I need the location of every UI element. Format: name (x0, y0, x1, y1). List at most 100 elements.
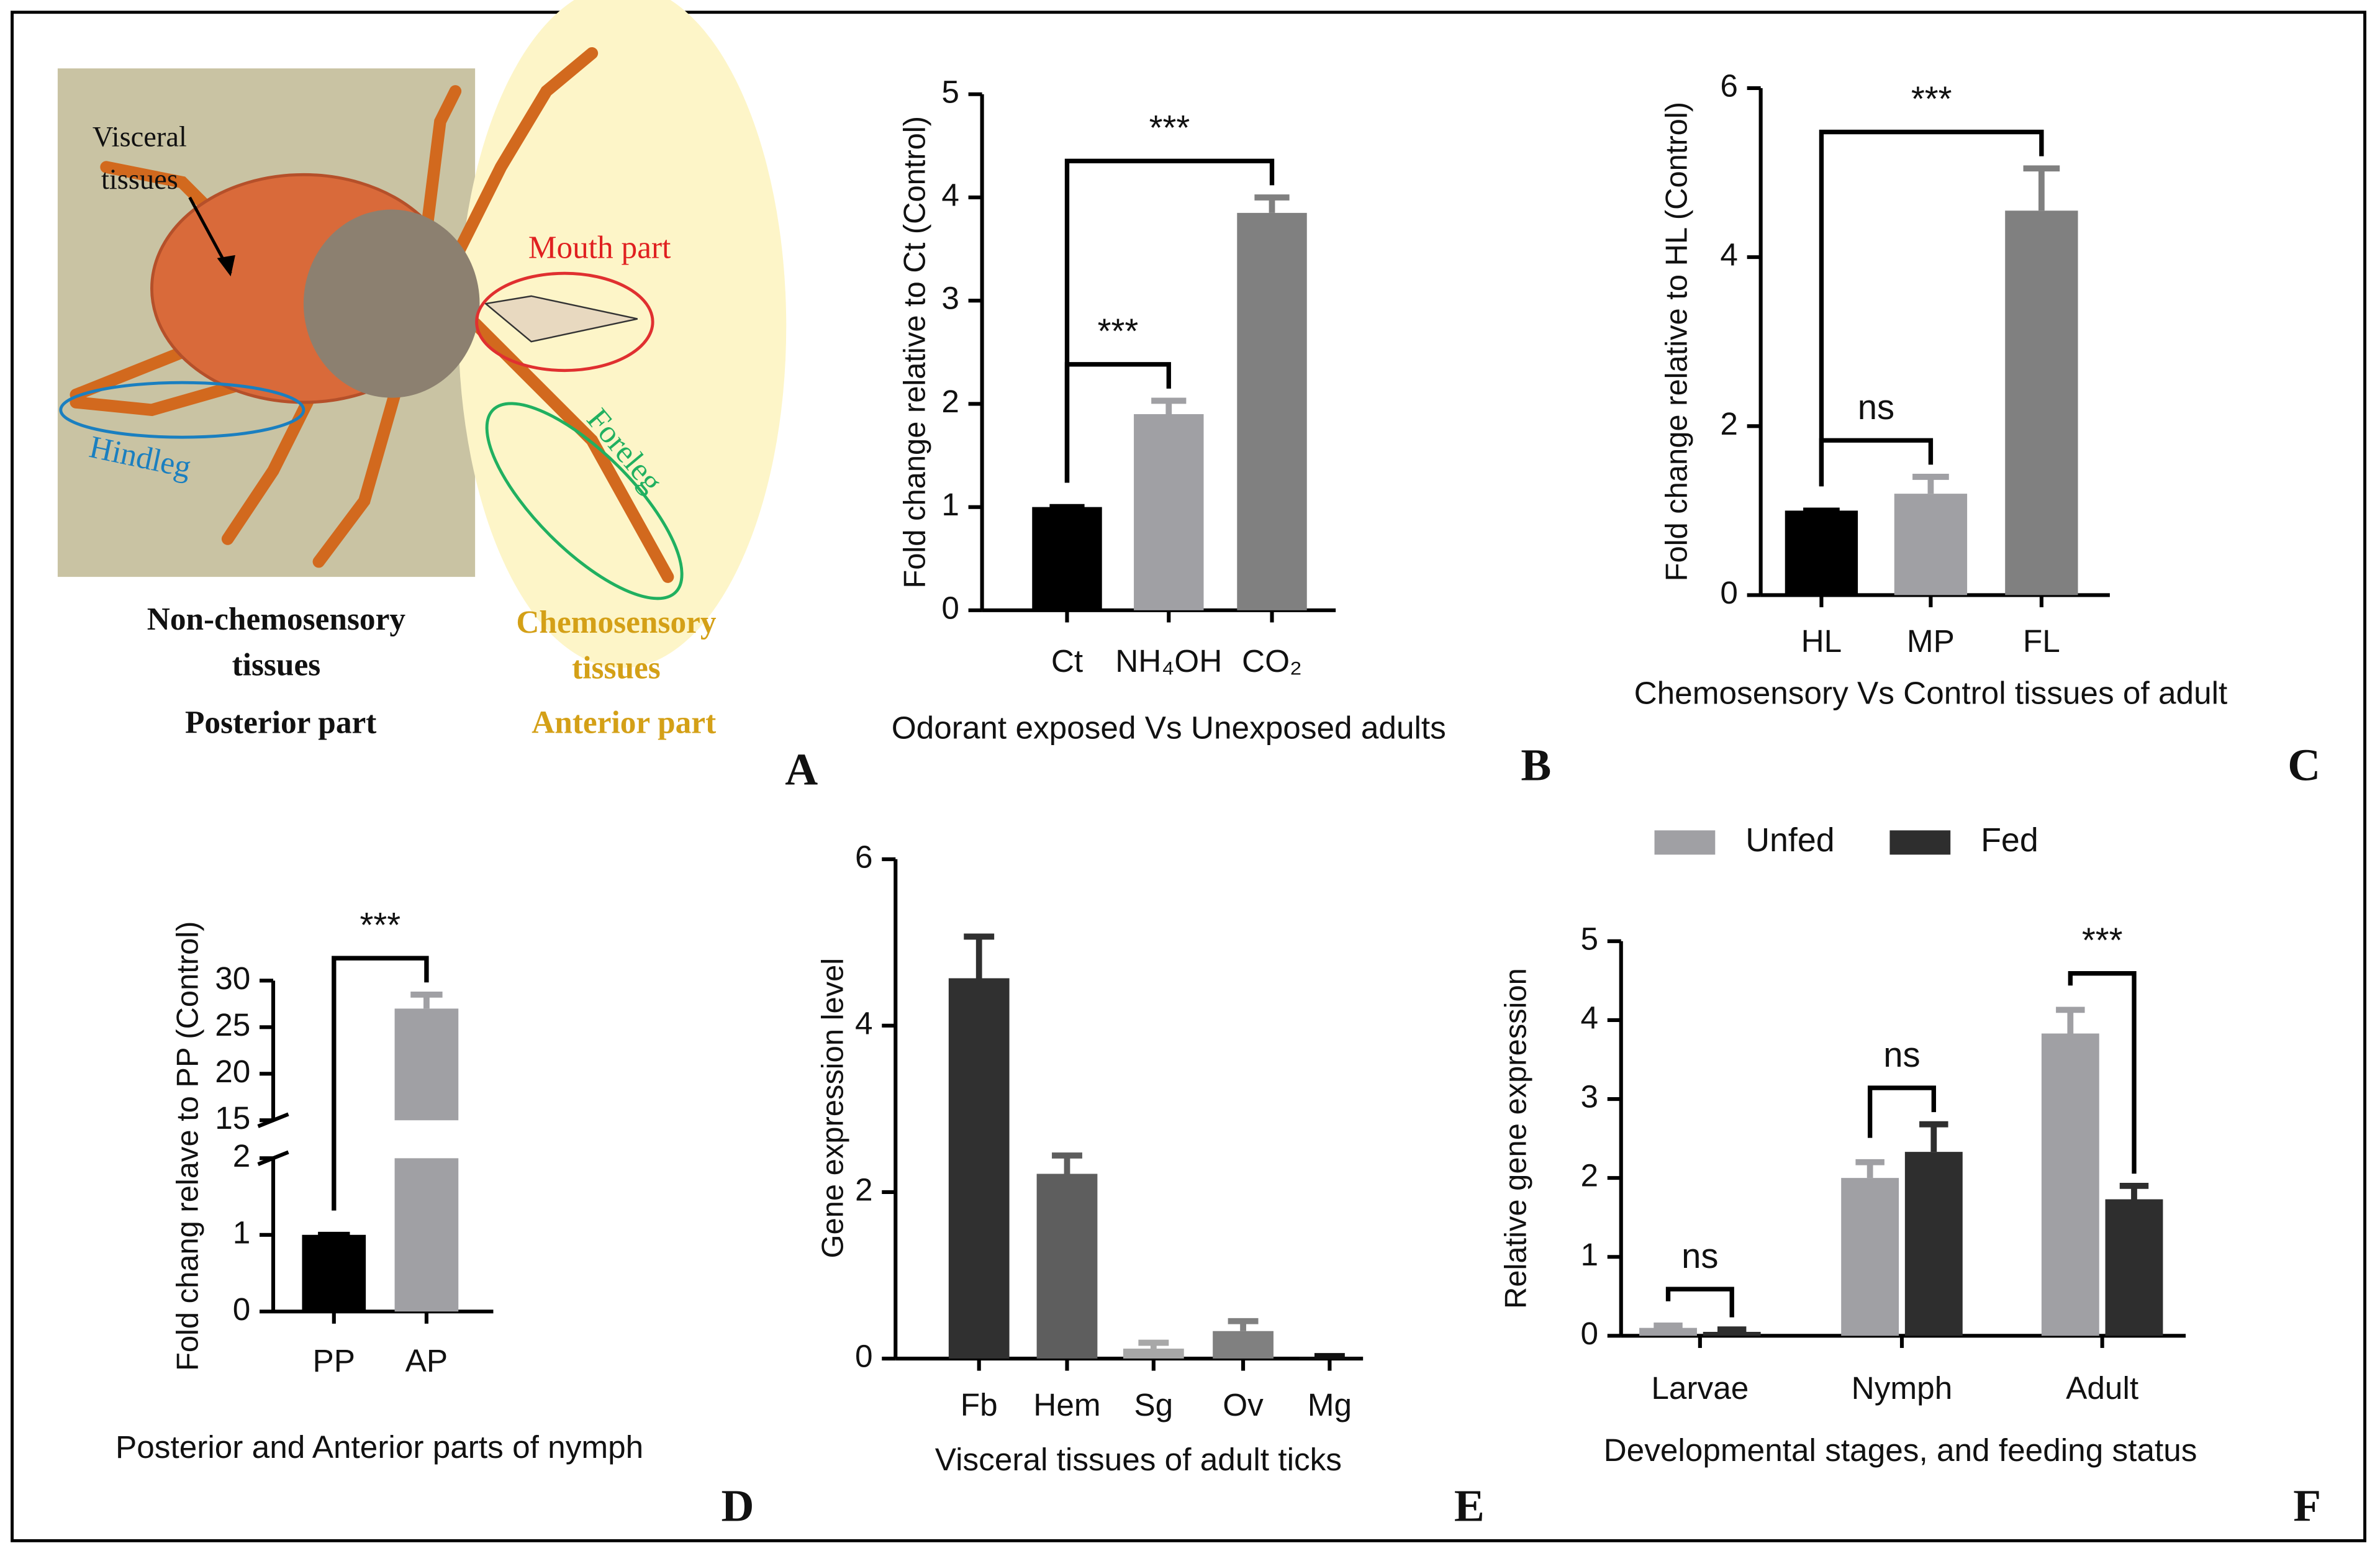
panel-letter: A (785, 744, 818, 795)
x-tick-label: Larvae (1651, 1370, 1749, 1406)
significance-label: *** (360, 905, 401, 944)
significance-bracket (2068, 971, 2137, 1174)
error-bar (1228, 1318, 1259, 1331)
y-tick-label: 25 (215, 1007, 250, 1043)
x-tick-label: FL (2023, 623, 2060, 659)
x-tick-label: Fb (961, 1387, 998, 1423)
significance-bracket (1819, 129, 2044, 487)
panel-letter: C (2287, 740, 2320, 790)
label-anterior: Anterior part (532, 705, 716, 740)
x-axis-label: Chemosensory Vs Control tissues of adult (1634, 675, 2228, 710)
x-tick-label: Ct (1051, 643, 1083, 679)
x-tick-label: Hem (1033, 1387, 1100, 1423)
bar (2105, 1199, 2163, 1336)
y-tick-label: 0 (233, 1291, 251, 1327)
bar (1904, 1152, 1963, 1336)
error-bar (1314, 1353, 1345, 1359)
label-chemo: Chemosensory (516, 605, 717, 640)
y-tick-label: 5 (941, 74, 959, 109)
y-tick-label: 1 (233, 1214, 251, 1250)
scutum (303, 209, 480, 398)
significance-bracket (1665, 1287, 1734, 1318)
bar (2041, 1033, 2099, 1336)
y-tick-label: 0 (1581, 1316, 1599, 1351)
error-bar (1138, 1339, 1169, 1349)
legs (70, 47, 674, 583)
y-tick-label: 0 (1720, 575, 1738, 610)
bar (1032, 507, 1102, 610)
significance-bracket (332, 956, 429, 1211)
significance-label: ns (1681, 1236, 1718, 1275)
error-bar (1654, 1322, 1683, 1329)
y-tick-label: 2 (1720, 406, 1738, 441)
y-tick-label: 6 (855, 839, 873, 874)
anterior-bg (458, 0, 787, 668)
bar (302, 1234, 366, 1312)
label-visceral: tissues (101, 164, 178, 196)
y-axis-label: Fold change relative to HL (Control) (1660, 102, 1694, 581)
x-tick-label: NH₄OH (1115, 643, 1222, 679)
y-tick-label: 3 (941, 281, 959, 316)
error-bar (410, 991, 443, 1009)
error-bar (1052, 1152, 1082, 1174)
bar (1703, 1332, 1761, 1336)
x-tick-label: MP (1907, 623, 1955, 659)
hindleg-circle (59, 381, 305, 439)
bar (394, 1008, 459, 1312)
significance-bracket (1867, 1085, 1936, 1138)
bar (1841, 1178, 1899, 1336)
y-tick-label: 1 (941, 487, 959, 522)
y-tick-label: 30 (215, 961, 250, 996)
error-bar (1151, 397, 1187, 415)
label-nonchemo: Non-chemosensory (147, 602, 406, 637)
mouth-circle (475, 271, 654, 373)
x-tick-label: Mg (1308, 1387, 1352, 1423)
x-tick-label: CO₂ (1242, 643, 1302, 679)
bar (1237, 212, 1307, 610)
y-axis-label: Fold chang relave to PP (Control) (171, 921, 204, 1371)
label-visceral: Visceral (93, 122, 187, 153)
x-tick-label: Adult (2066, 1370, 2138, 1406)
error-bar (1254, 194, 1290, 213)
y-tick-label: 2 (855, 1172, 873, 1208)
label-mouth: Mouth part (528, 230, 671, 265)
bar (1213, 1331, 1274, 1359)
x-tick-label: AP (405, 1343, 448, 1378)
x-tick-label: Ov (1223, 1387, 1264, 1423)
tick-illustration (57, 0, 787, 668)
label-chemo: tissues (572, 650, 661, 685)
y-tick-label: 4 (1581, 1000, 1599, 1035)
y-tick-label: 4 (941, 178, 959, 213)
y-tick-label: 1 (1581, 1237, 1599, 1272)
bar (1036, 1174, 1098, 1359)
significance-label: ns (1883, 1035, 1920, 1074)
x-tick-label: Sg (1134, 1387, 1173, 1423)
x-axis-label: Developmental stages, and feeding status (1604, 1432, 2197, 1468)
significance-label: *** (2082, 921, 2123, 960)
y-tick-label: 2 (1581, 1158, 1599, 1193)
bar (1785, 510, 1858, 595)
foreleg-circle (485, 402, 684, 600)
y-tick-label: 5 (1581, 921, 1599, 956)
y-axis-label: Gene expression level (816, 958, 849, 1259)
legend-swatch (1889, 830, 1951, 855)
significance-label: *** (1098, 312, 1139, 351)
x-tick-label: PP (313, 1343, 355, 1378)
legend-label: Unfed (1745, 821, 1834, 859)
legend-swatch (1654, 830, 1716, 855)
x-axis-label: Posterior and Anterior parts of nymph (115, 1429, 643, 1465)
y-tick-label: 0 (855, 1339, 873, 1374)
frame (11, 11, 2366, 1542)
y-tick-label: 15 (215, 1100, 250, 1136)
error-bar (964, 933, 995, 979)
panel-letter: B (1521, 740, 1551, 790)
x-tick-label: Nymph (1852, 1370, 1953, 1406)
significance-label: ns (1858, 387, 1894, 427)
error-bar (2056, 1006, 2085, 1034)
significance-label: *** (1149, 108, 1190, 147)
significance-label: *** (1911, 79, 1952, 119)
panel-letter: F (2293, 1480, 2321, 1531)
y-tick-label: 2 (233, 1138, 251, 1174)
x-axis-label: Visceral tissues of adult ticks (935, 1442, 1342, 1477)
